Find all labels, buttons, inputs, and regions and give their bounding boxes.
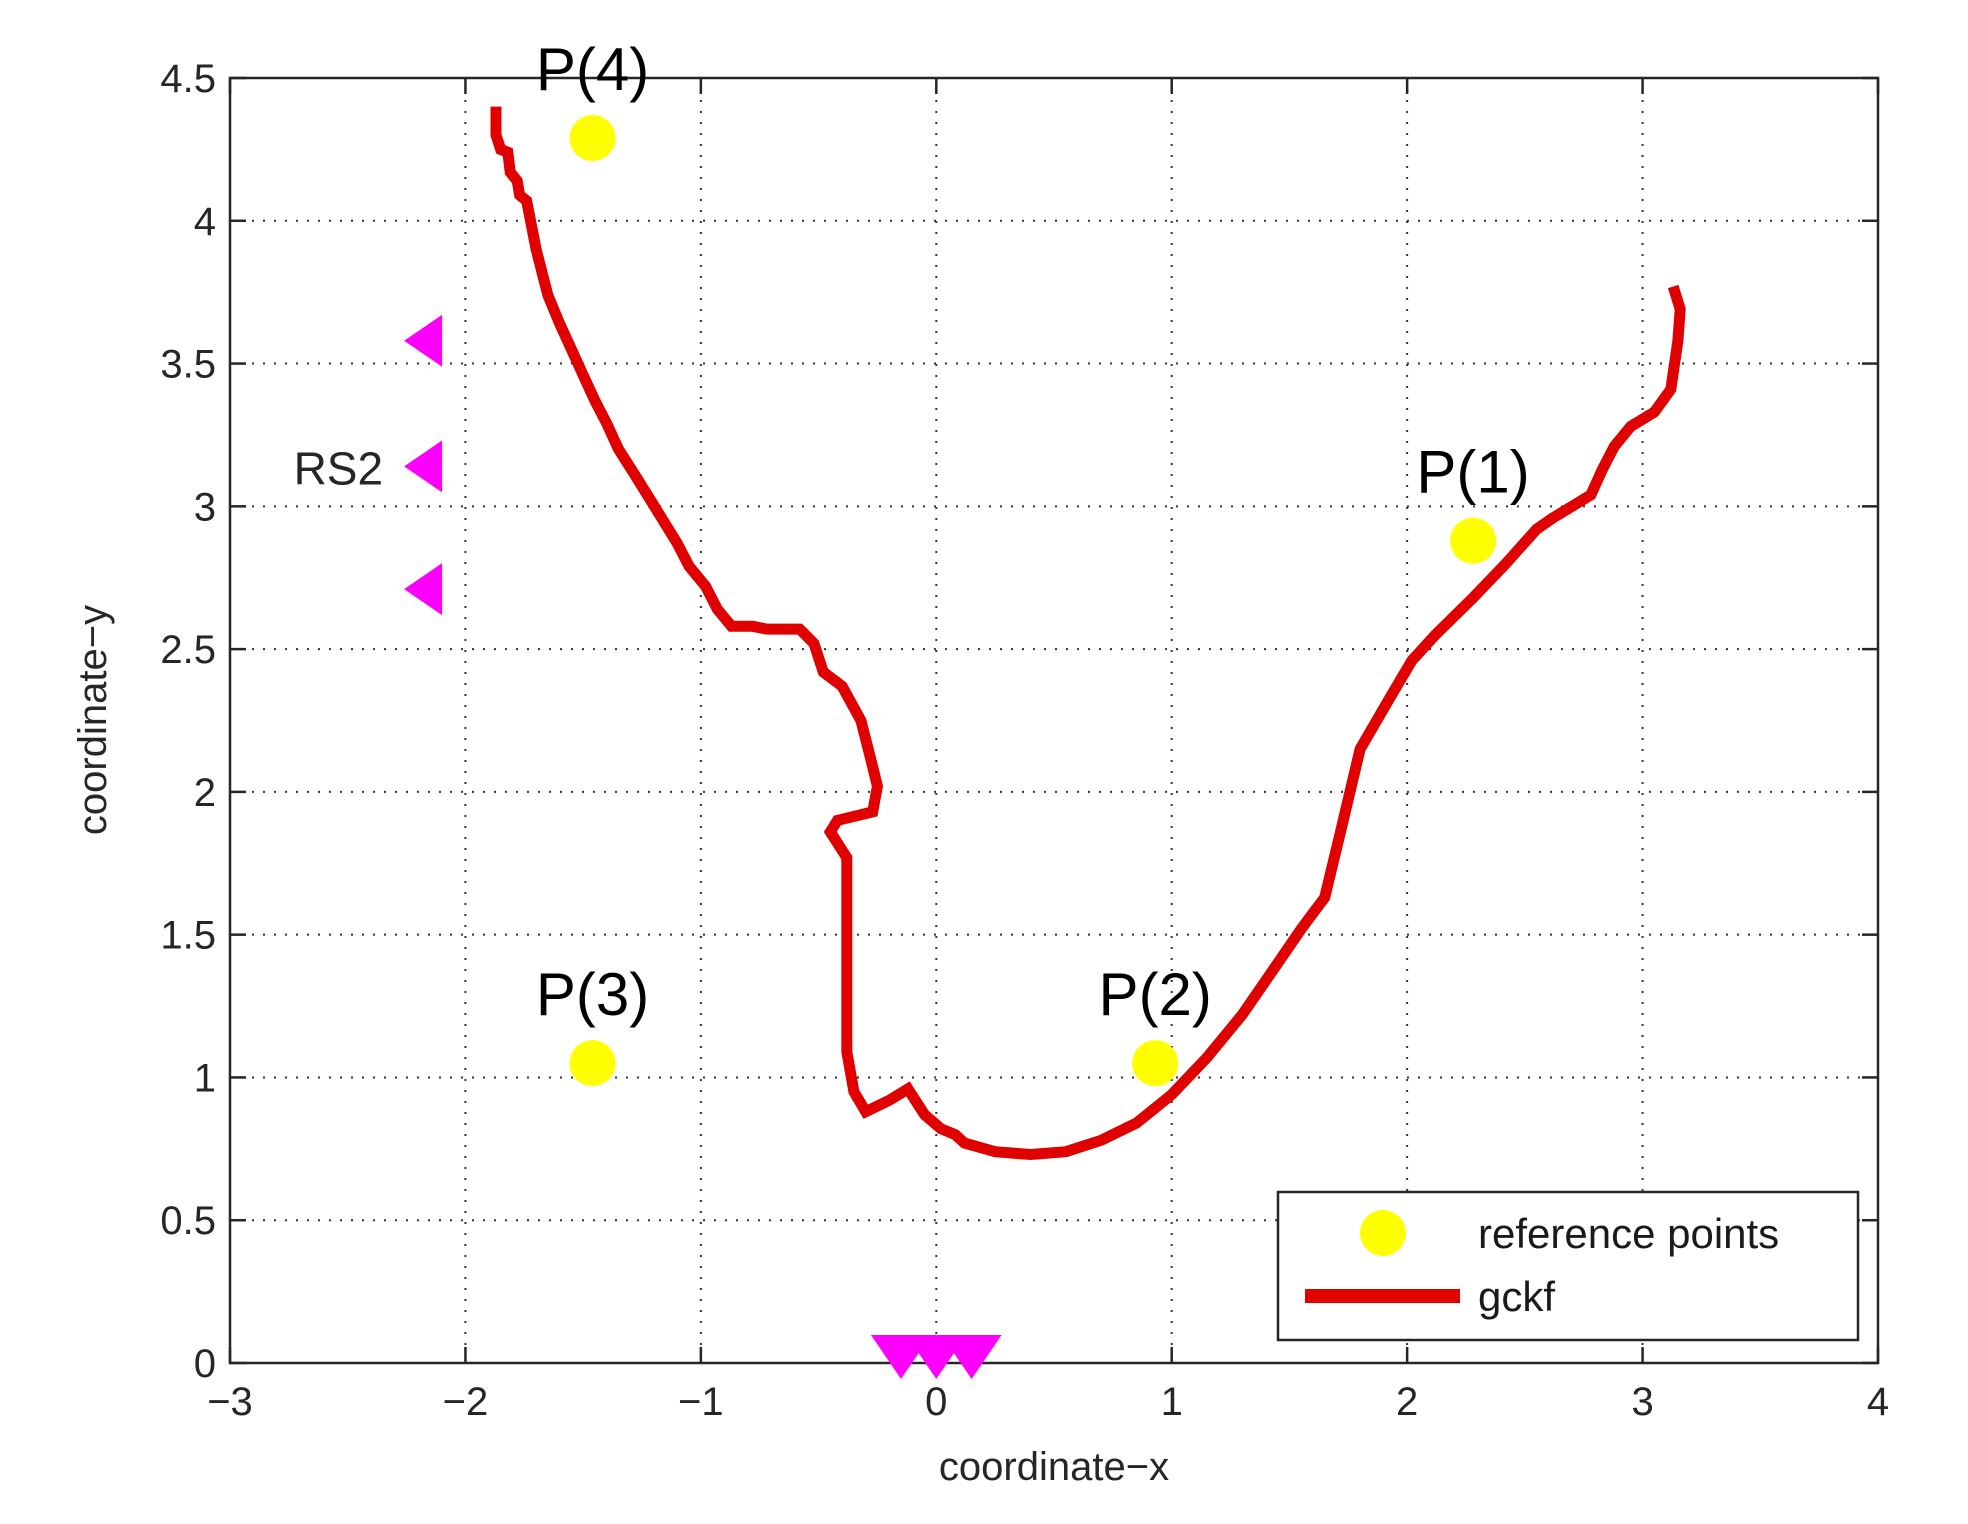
reference-point-3: [569, 1040, 616, 1087]
y-tick-label: 1: [194, 1056, 216, 1100]
y-tick-label: 2.5: [160, 628, 216, 672]
grid-lines: [230, 78, 1878, 1363]
axes-frame: [228, 76, 1880, 1365]
legend-label-reference-points: reference points: [1478, 1210, 1779, 1257]
y-axis-title: coordinate−y: [71, 605, 115, 835]
y-tick-label: 2: [194, 771, 216, 815]
x-tick-label: 1: [1161, 1380, 1183, 1424]
reference-point-4: [569, 114, 616, 161]
y-tick-label: 0.5: [160, 1199, 216, 1243]
plot-frame: [228, 76, 1880, 1365]
y-tick-label: 0: [194, 1342, 216, 1386]
series-line-gckf: [490, 106, 1686, 1161]
y-tick-label: 4.5: [160, 57, 216, 101]
reference-point-label: P(2): [1099, 961, 1212, 1028]
x-tick-label: 0: [925, 1380, 947, 1424]
y-tick-label: 1.5: [160, 914, 216, 958]
reference-point-label: P(3): [536, 961, 649, 1028]
anchor-group-label: RS2: [294, 442, 383, 494]
x-axis-title: coordinate−x: [939, 1445, 1169, 1489]
anchor-marker: [404, 314, 443, 367]
y-tick-label: 4: [194, 200, 216, 244]
series-layer: [490, 106, 1686, 1161]
anchor-marker: [404, 440, 443, 493]
reference-point-label: P(4): [536, 36, 649, 103]
legend: reference points gckf: [1276, 1190, 1860, 1342]
anchor-marker: [941, 1335, 1002, 1379]
x-tick-label: −3: [207, 1380, 253, 1424]
x-tick-label: 2: [1396, 1380, 1418, 1424]
y-tick-label: 3: [194, 485, 216, 529]
reference-points-layer: P(1) P(2) P(3) P(4): [536, 36, 1530, 1087]
reference-point-label: P(1): [1416, 439, 1529, 506]
tick-labels: −3 −2 −1 0 1 2 3 4 0 0.5 1 1.5 2 2.5 3 3.5 4 4.5: [160, 57, 1889, 1424]
x-tick-label: −1: [678, 1380, 724, 1424]
x-tick-label: −2: [443, 1380, 489, 1424]
legend-reference-marker: [1360, 1210, 1406, 1256]
anchor-marker: [404, 563, 443, 616]
tick-marks: [228, 76, 1880, 1365]
legend-label-gckf: gckf: [1478, 1273, 1555, 1320]
x-tick-label: 4: [1867, 1380, 1889, 1424]
anchors-layer: RS2: [294, 314, 1002, 1379]
reference-point-1: [1450, 517, 1497, 564]
y-tick-label: 3.5: [160, 343, 216, 387]
x-tick-label: 3: [1631, 1380, 1653, 1424]
reference-point-2: [1132, 1040, 1179, 1087]
